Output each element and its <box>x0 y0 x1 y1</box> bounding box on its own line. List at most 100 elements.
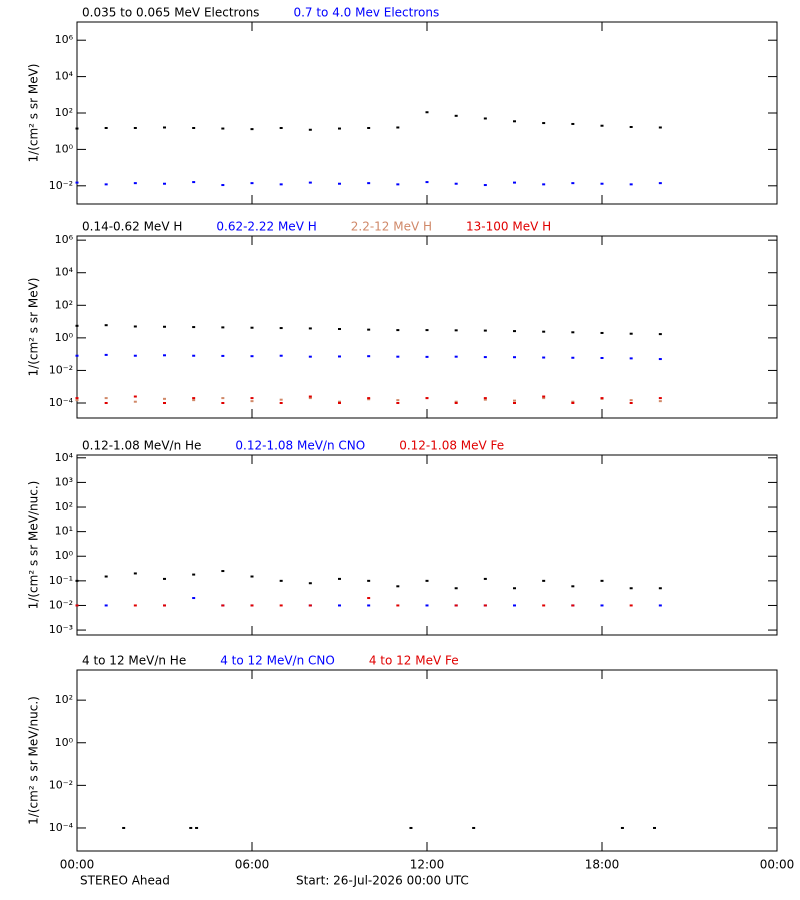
data-point <box>571 400 575 403</box>
data-point <box>192 326 196 329</box>
data-point <box>308 327 312 330</box>
data-point <box>163 126 166 129</box>
data-point <box>367 182 371 185</box>
data-point <box>542 330 546 333</box>
data-point <box>338 400 341 403</box>
data-point <box>658 126 662 129</box>
data-point <box>250 400 254 403</box>
data-point <box>483 117 487 120</box>
data-point <box>454 182 458 185</box>
data-point <box>279 327 283 330</box>
data-point <box>279 354 283 357</box>
data-point <box>308 181 312 184</box>
x-tick-label: 00:00 <box>760 858 795 872</box>
data-point <box>221 604 225 607</box>
data-point <box>571 402 575 405</box>
data-point <box>571 122 575 125</box>
data-point <box>454 587 458 590</box>
x-tick-label: 06:00 <box>235 858 270 872</box>
data-point <box>600 331 604 334</box>
y-tick-label: 10⁴ <box>55 70 74 83</box>
data-point <box>483 397 487 400</box>
data-point <box>104 402 108 405</box>
legend-entry: 0.12-1.08 MeV Fe <box>399 439 504 453</box>
data-point <box>367 328 371 331</box>
legend-entry: 0.14-0.62 MeV H <box>82 220 182 234</box>
footer-center: Start: 26-Jul-2026 00:00 UTC <box>296 874 469 888</box>
data-point <box>513 604 516 607</box>
data-point <box>133 604 137 607</box>
data-point <box>192 181 196 184</box>
y-tick-label: 10² <box>55 693 73 706</box>
data-point <box>192 597 196 600</box>
legend-entry: 0.035 to 0.065 MeV Electrons <box>82 6 259 20</box>
data-point <box>163 397 166 400</box>
data-point <box>425 397 429 400</box>
data-point <box>571 604 575 607</box>
data-point <box>279 398 283 401</box>
data-point <box>250 326 254 329</box>
data-point <box>75 354 79 357</box>
data-point <box>75 324 79 327</box>
data-point <box>425 604 429 607</box>
data-point <box>513 399 516 402</box>
data-point <box>367 126 371 129</box>
y-tick-label: 10⁻³ <box>49 623 73 636</box>
data-point <box>629 332 633 335</box>
y-axis-label: 1/(cm² s sr MeV/nuc.) <box>27 696 41 825</box>
data-point <box>75 604 79 607</box>
data-point <box>133 126 137 129</box>
y-tick-label: 10¹ <box>55 525 73 538</box>
data-point <box>396 329 400 332</box>
data-point <box>396 355 400 358</box>
data-point <box>221 402 225 405</box>
data-point <box>104 353 108 356</box>
y-tick-label: 10⁰ <box>55 736 74 749</box>
data-point <box>425 355 429 358</box>
data-point <box>409 826 413 829</box>
y-tick-label: 10³ <box>55 475 73 488</box>
data-point <box>279 183 283 186</box>
data-point <box>104 126 108 129</box>
data-point <box>658 587 662 590</box>
data-point <box>571 331 575 334</box>
data-point <box>629 587 633 590</box>
data-point <box>75 127 79 130</box>
y-tick-label: 10⁻⁴ <box>49 396 74 409</box>
data-point <box>104 324 108 327</box>
legend-entry: 2.2-12 MeV H <box>351 220 432 234</box>
data-point <box>542 122 546 125</box>
data-point <box>454 604 458 607</box>
data-point <box>338 402 341 405</box>
data-point <box>338 355 341 358</box>
data-point <box>454 355 458 358</box>
data-point <box>250 182 254 185</box>
legend-entry: 0.7 to 4.0 Mev Electrons <box>293 6 439 20</box>
legend-entry: 0.62-2.22 MeV H <box>216 220 316 234</box>
legend-entry: 4 to 12 MeV Fe <box>369 654 459 668</box>
legend-entry: 0.12-1.08 MeV/n CNO <box>235 439 365 453</box>
data-point <box>308 604 312 607</box>
data-point <box>192 573 196 576</box>
data-point <box>338 604 341 607</box>
y-tick-label: 10² <box>55 298 73 311</box>
data-point <box>367 355 371 358</box>
data-point <box>629 399 633 402</box>
data-point <box>542 397 546 400</box>
data-point <box>250 397 254 400</box>
y-tick-label: 10⁶ <box>55 33 74 46</box>
data-point <box>454 400 458 403</box>
data-point <box>513 587 516 590</box>
data-point <box>483 329 487 332</box>
data-point <box>279 126 283 129</box>
y-tick-label: 10⁻² <box>49 179 73 192</box>
data-point <box>250 128 254 131</box>
data-point <box>192 354 196 357</box>
data-point <box>483 184 487 187</box>
y-tick-label: 10⁰ <box>55 142 74 155</box>
y-axis-label: 1/(cm² s sr MeV/nuc.) <box>27 481 41 610</box>
y-tick-label: 10⁴ <box>55 451 74 464</box>
data-point <box>75 181 79 184</box>
data-point <box>629 357 633 360</box>
data-point <box>221 570 225 573</box>
